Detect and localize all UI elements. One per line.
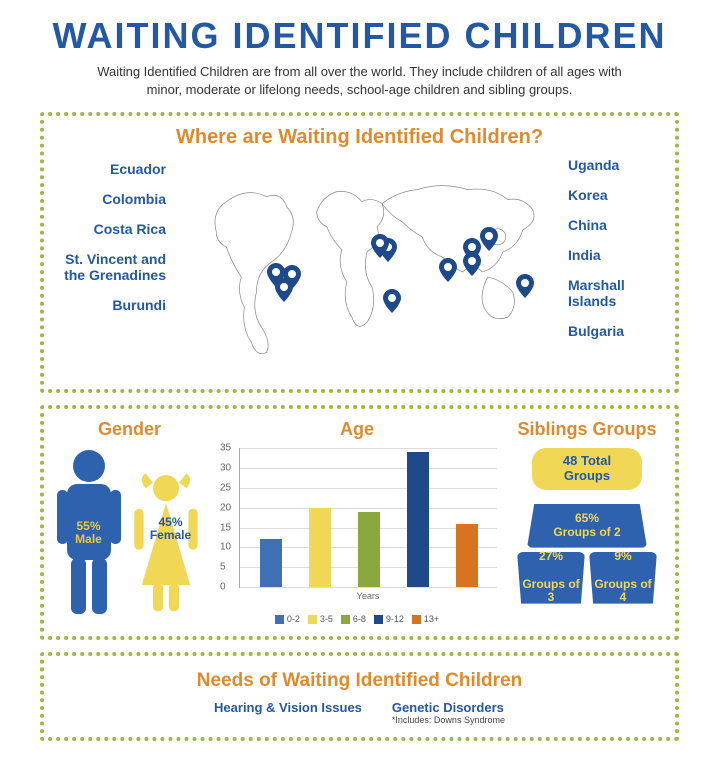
gender-panel: Gender 55%Male xyxy=(56,419,211,624)
chart-bar xyxy=(358,512,380,587)
legend-swatch xyxy=(412,615,421,624)
country-list-right: Uganda Korea China India Marshall Islands Bul… xyxy=(568,157,663,377)
siblings-total-badge: 48 Total Groups xyxy=(532,448,642,490)
chart-y-tick: 20 xyxy=(220,502,231,513)
age-bar-chart: 05101520253035 xyxy=(239,448,497,588)
country-label: Burundi xyxy=(56,297,166,313)
age-legend: 0-2 3-5 6-8 9-12 13+ xyxy=(217,614,497,624)
legend-swatch xyxy=(275,615,284,624)
country-label: St. Vincent and the Grenadines xyxy=(56,251,166,283)
chart-gridline xyxy=(240,587,497,588)
chart-y-tick: 35 xyxy=(220,443,231,454)
country-label: Marshall Islands xyxy=(568,277,663,309)
page-subtitle: Waiting Identified Children are from all… xyxy=(80,63,640,98)
siblings-title: Siblings Groups xyxy=(511,419,663,440)
chart-y-tick: 30 xyxy=(220,462,231,473)
country-label: India xyxy=(568,247,663,263)
map-pin-icon xyxy=(383,289,401,313)
page-title: WAITING IDENTIFIED CHILDREN xyxy=(40,15,679,57)
chart-bar xyxy=(407,452,429,587)
chart-gridline xyxy=(240,508,497,509)
legend-item: 9-12 xyxy=(374,614,404,624)
needs-section: Needs of Waiting Identified Children Hea… xyxy=(40,652,679,741)
legend-item: 0-2 xyxy=(275,614,300,624)
age-x-label: Years xyxy=(239,591,497,601)
chart-bar xyxy=(309,508,331,587)
country-label: Costa Rica xyxy=(56,221,166,237)
sibling-group-4: 9%Groups of 4 xyxy=(589,552,657,604)
country-label: Ecuador xyxy=(56,161,166,177)
country-label: China xyxy=(568,217,663,233)
stats-section: Gender 55%Male xyxy=(40,405,679,640)
chart-y-tick: 0 xyxy=(220,582,226,593)
legend-swatch xyxy=(308,615,317,624)
male-pct-label: 55%Male xyxy=(67,520,111,546)
country-label: Bulgaria xyxy=(568,323,663,339)
need-item-hearing: Hearing & Vision Issues xyxy=(214,700,362,725)
world-map xyxy=(166,157,568,377)
male-figure: 55%Male xyxy=(53,448,125,628)
needs-title: Needs of Waiting Identified Children xyxy=(56,670,663,692)
legend-item: 6-8 xyxy=(341,614,366,624)
chart-bar xyxy=(456,524,478,588)
map-pin-icon xyxy=(480,227,498,251)
legend-item: 13+ xyxy=(412,614,439,624)
chart-y-tick: 15 xyxy=(220,522,231,533)
legend-item: 3-5 xyxy=(308,614,333,624)
country-label: Colombia xyxy=(56,191,166,207)
female-figure: 45%Female xyxy=(125,448,207,628)
chart-y-tick: 25 xyxy=(220,482,231,493)
map-pin-icon xyxy=(283,265,301,289)
country-label: Korea xyxy=(568,187,663,203)
chart-y-tick: 5 xyxy=(220,562,226,573)
chart-gridline xyxy=(240,468,497,469)
legend-label: 6-8 xyxy=(353,614,366,624)
need-item-genetic: Genetic Disorders*Includes: Downs Syndro… xyxy=(392,700,505,725)
legend-swatch xyxy=(374,615,383,624)
age-panel: Age 05101520253035 Years 0-23-56-89-1213… xyxy=(211,419,503,624)
sibling-group-2: 65%Groups of 2 xyxy=(527,504,647,548)
chart-gridline xyxy=(240,448,497,449)
chart-bar xyxy=(260,539,282,587)
map-pin-icon xyxy=(371,234,389,258)
chart-gridline xyxy=(240,488,497,489)
legend-label: 9-12 xyxy=(386,614,404,624)
gender-title: Gender xyxy=(56,419,203,440)
map-pin-icon xyxy=(439,258,457,282)
map-section: Where are Waiting Identified Children? E… xyxy=(40,112,679,393)
map-outline xyxy=(166,157,568,377)
sibling-group-3: 27%Groups of 3 xyxy=(517,552,585,604)
map-pin-icon xyxy=(463,252,481,276)
female-pct-label: 45%Female xyxy=(145,516,197,542)
legend-swatch xyxy=(341,615,350,624)
map-section-title: Where are Waiting Identified Children? xyxy=(56,126,663,149)
legend-label: 3-5 xyxy=(320,614,333,624)
country-list-left: Ecuador Colombia Costa Rica St. Vincent and… xyxy=(56,157,166,377)
legend-label: 13+ xyxy=(424,614,439,624)
siblings-panel: Siblings Groups 48 Total Groups 65%Group… xyxy=(503,419,663,624)
map-pin-icon xyxy=(516,274,534,298)
country-label: Uganda xyxy=(568,157,663,173)
chart-y-tick: 10 xyxy=(220,542,231,553)
legend-label: 0-2 xyxy=(287,614,300,624)
age-title: Age xyxy=(217,419,497,440)
